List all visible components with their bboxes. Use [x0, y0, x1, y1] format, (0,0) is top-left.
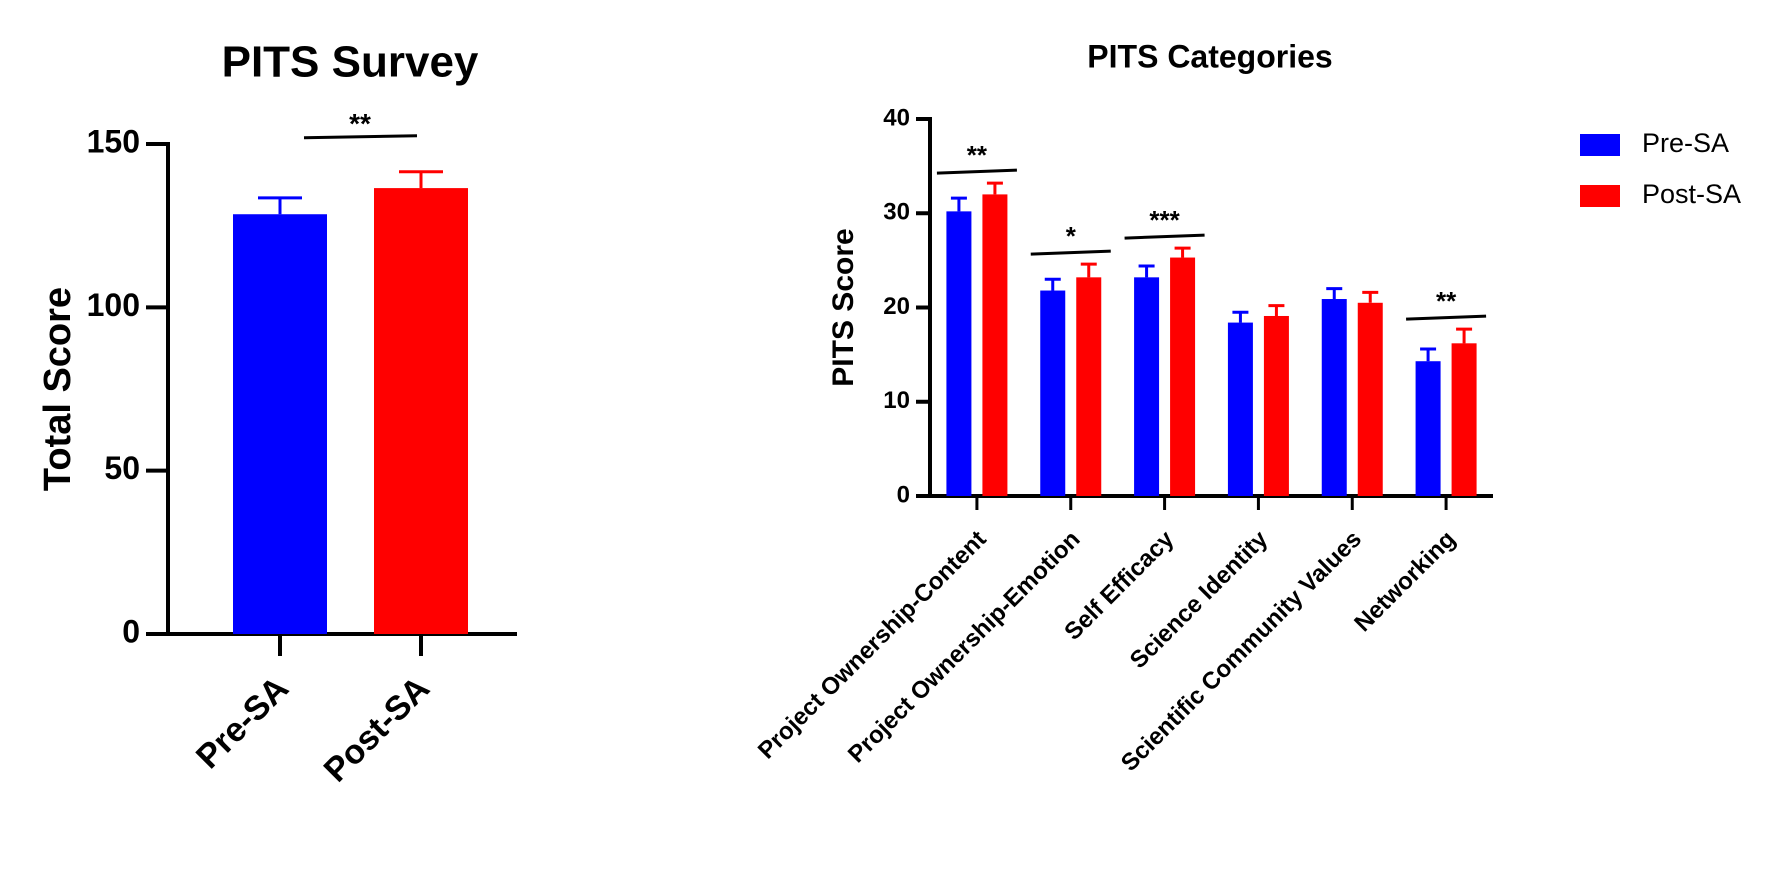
bar: [1170, 257, 1196, 496]
chart-title: PITS Categories: [1087, 38, 1332, 74]
error-bar: [1080, 262, 1097, 278]
significance-line: [1124, 233, 1205, 240]
significance-label: **: [349, 108, 371, 139]
bar: [982, 194, 1008, 496]
error-bar: [399, 170, 443, 189]
legend-swatch: [1580, 134, 1620, 156]
y-tick-label: 50: [104, 450, 140, 486]
chart-title: PITS Survey: [222, 38, 479, 87]
bar: [233, 214, 327, 634]
significance-label: ***: [1149, 205, 1180, 235]
bar: [1451, 343, 1477, 496]
error-bar: [258, 196, 302, 215]
y-tick-label: 10: [883, 387, 910, 414]
bar: [1076, 277, 1102, 496]
y-tick-label: 100: [87, 287, 140, 323]
x-tick-label: Networking: [1349, 526, 1461, 638]
error-bar: [1362, 290, 1379, 303]
error-bar: [950, 196, 967, 212]
y-tick-label: 0: [122, 613, 140, 649]
y-tick-label: 0: [897, 481, 910, 508]
error-bar: [1232, 310, 1249, 323]
legend-swatch: [1580, 185, 1620, 207]
bar: [374, 188, 468, 634]
error-bar: [1044, 277, 1061, 291]
significance-line: [1406, 314, 1487, 321]
y-tick-label: 30: [883, 199, 910, 226]
error-bar: [1138, 264, 1155, 278]
error-bar: [1456, 327, 1473, 344]
x-tick-label: Post-SA: [317, 669, 437, 789]
error-bar: [1420, 347, 1437, 362]
bar: [1263, 315, 1289, 496]
legend-label: Pre-SA: [1642, 128, 1729, 158]
legend-label: Post-SA: [1642, 179, 1741, 209]
significance-line: [1030, 249, 1111, 256]
y-axis-label: PITS Score: [827, 228, 860, 386]
significance-label: **: [1436, 286, 1457, 316]
error-bar: [986, 181, 1003, 195]
error-bar: [1268, 304, 1285, 316]
bar: [1134, 277, 1160, 496]
significance-label: **: [967, 140, 988, 170]
bar: [1415, 361, 1441, 496]
y-tick-label: 40: [883, 104, 910, 131]
error-bar: [1174, 246, 1191, 258]
x-tick-label: Pre-SA: [189, 669, 296, 776]
bar: [1040, 290, 1066, 496]
y-axis-label: Total Score: [37, 287, 79, 491]
bar: [946, 211, 972, 497]
bar: [1357, 302, 1383, 496]
bar: [1227, 322, 1253, 496]
significance-label: *: [1066, 221, 1077, 251]
significance-line: [936, 168, 1017, 175]
significance-line: [303, 134, 418, 140]
y-tick-label: 150: [87, 123, 140, 159]
y-tick-label: 20: [883, 293, 910, 320]
error-bar: [1326, 287, 1343, 300]
bar: [1321, 299, 1347, 496]
